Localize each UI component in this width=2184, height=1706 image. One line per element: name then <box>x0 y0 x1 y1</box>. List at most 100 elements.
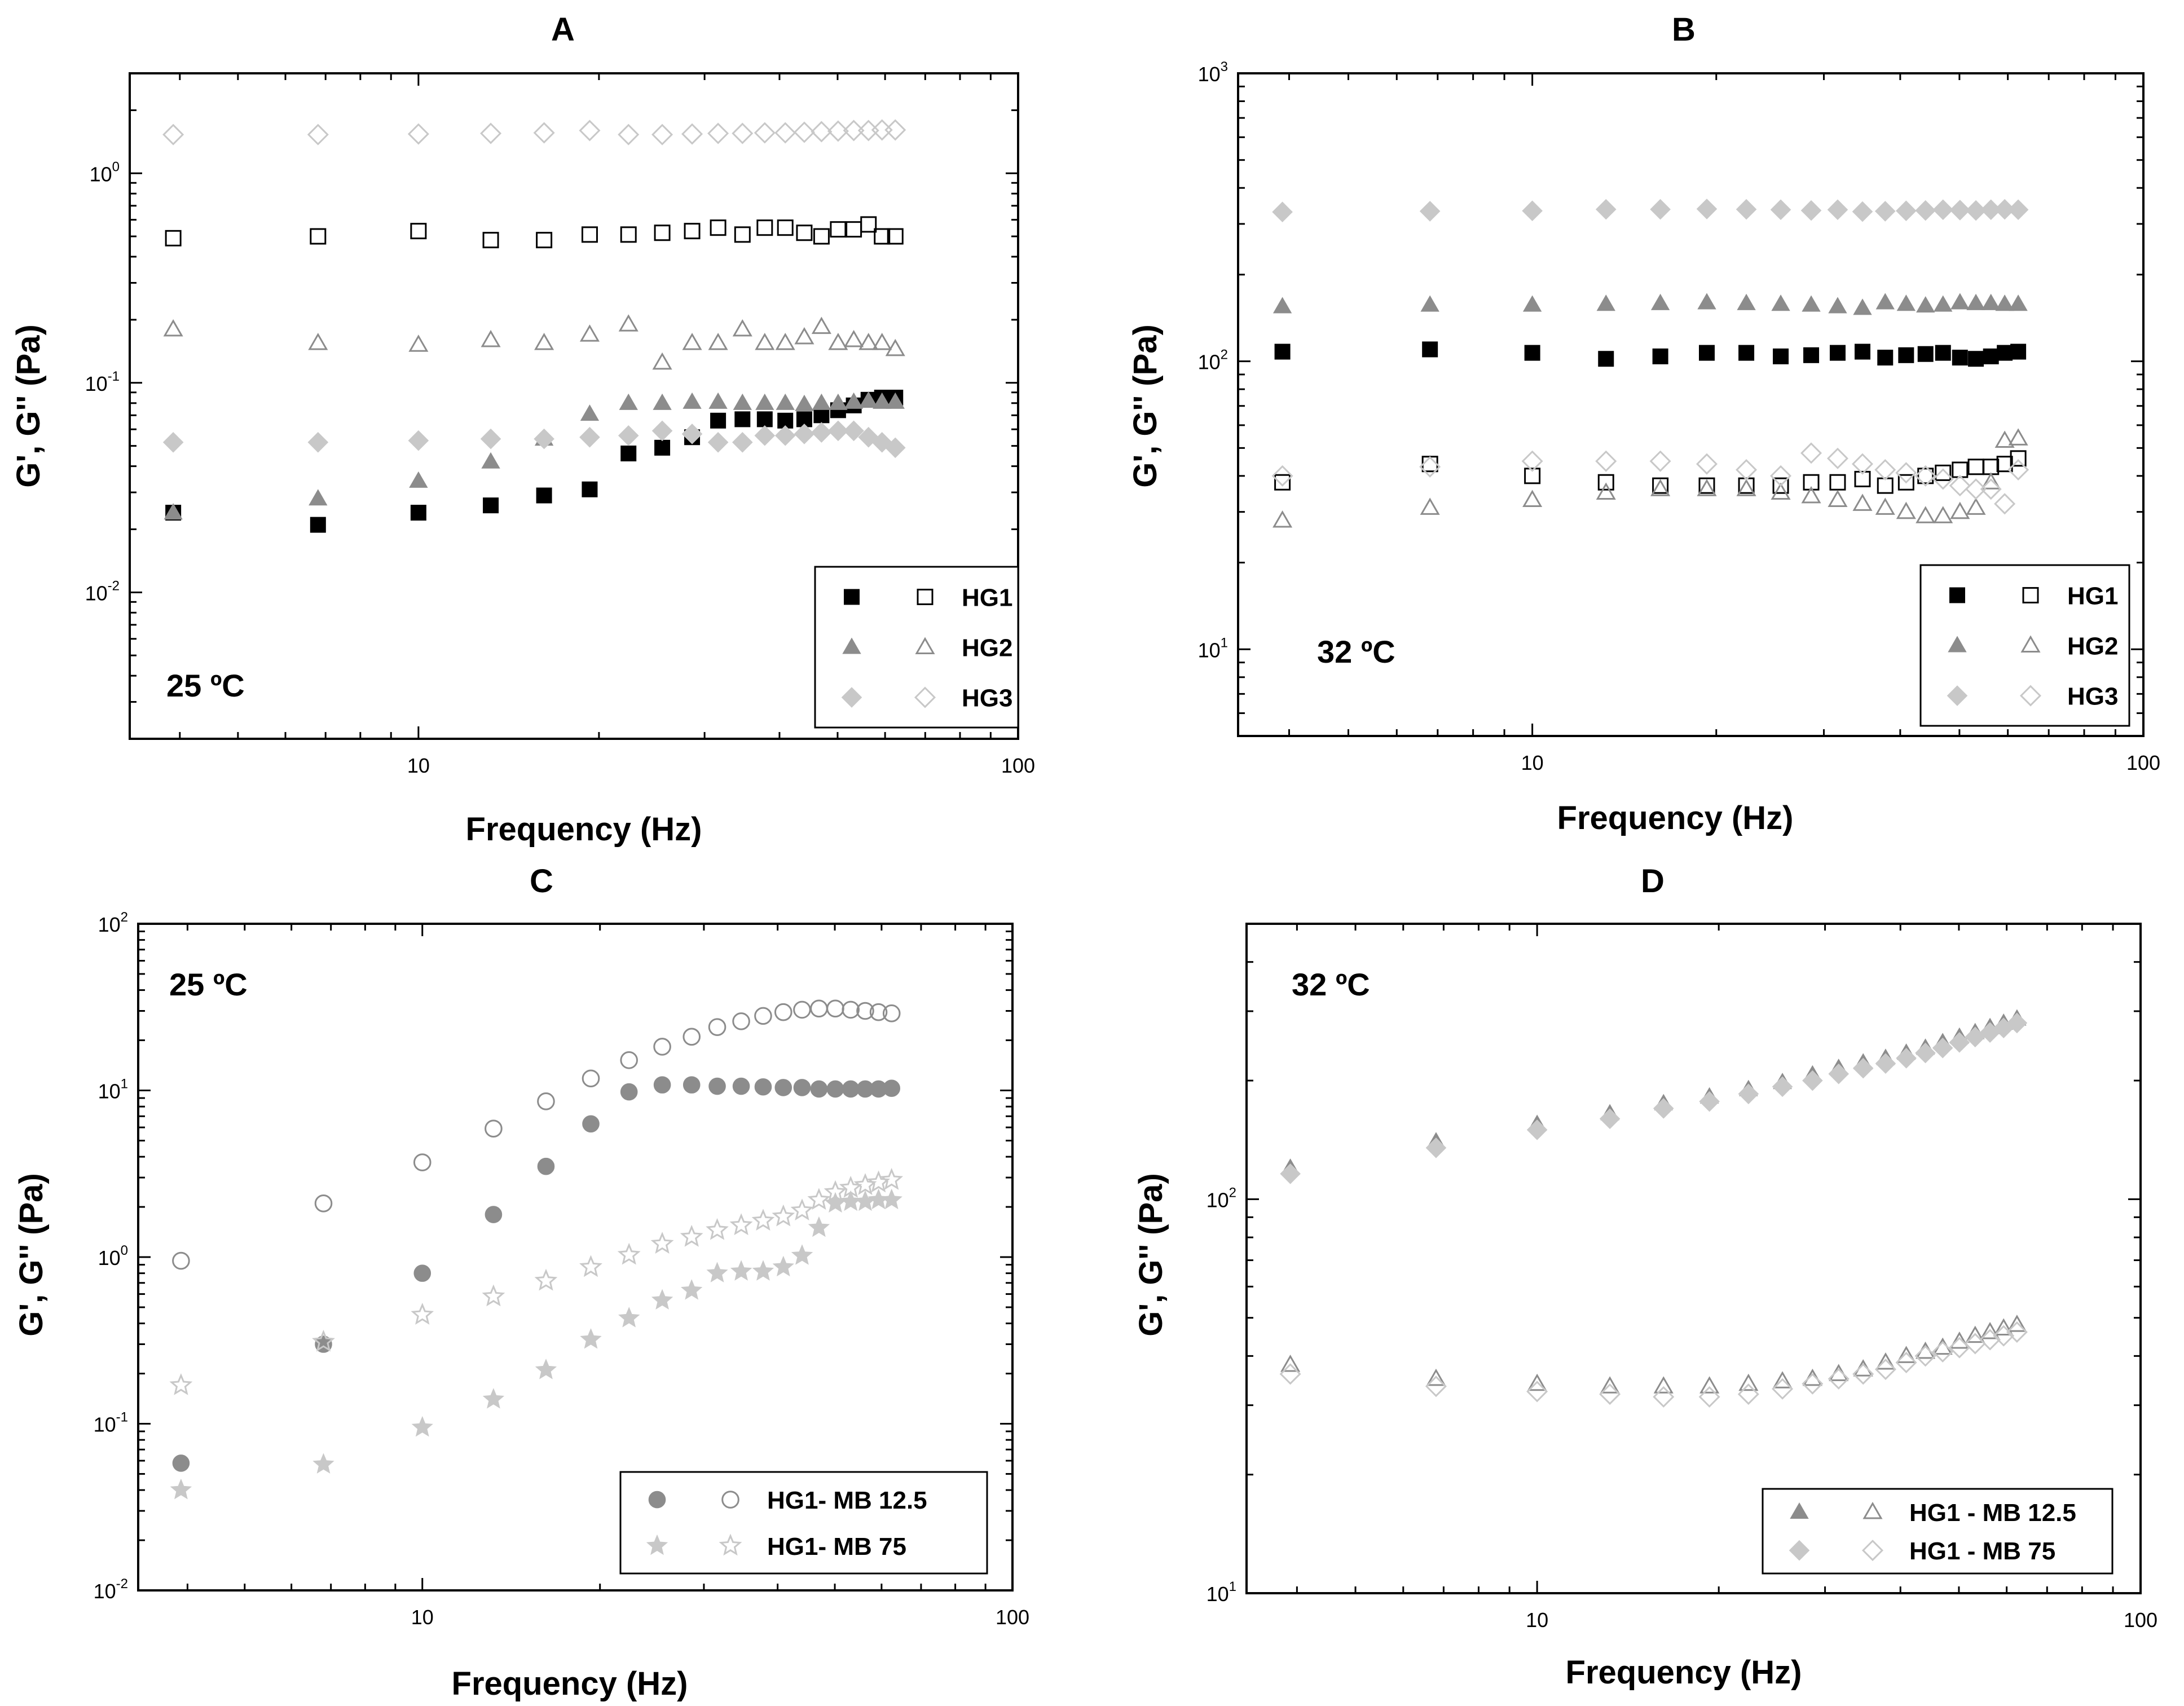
plot-frame <box>1237 72 2145 737</box>
data-point <box>853 1173 877 1195</box>
data-point <box>880 1167 904 1190</box>
data-point <box>1653 1386 1675 1408</box>
legend-marker-open <box>1861 1540 1884 1562</box>
data-point <box>1272 297 1292 314</box>
data-point <box>1895 1351 1917 1373</box>
legend-marker-open <box>914 686 936 708</box>
data-point <box>1773 348 1789 364</box>
data-point <box>682 333 702 350</box>
data-point <box>409 471 428 488</box>
legend-marker-open <box>2022 587 2039 603</box>
x-tick-label: 10 <box>411 1606 434 1629</box>
data-point <box>734 411 751 427</box>
data-point <box>856 1002 874 1020</box>
data-point <box>485 1206 503 1223</box>
data-point <box>1800 442 1822 464</box>
series <box>169 1167 904 1395</box>
panel-d: 10 100 101 102 D Frequency (Hz) G', G'' (Pa) 32… <box>1133 863 2157 1691</box>
data-point <box>729 1213 753 1236</box>
data-point <box>410 223 427 240</box>
data-point <box>1851 453 1874 475</box>
data-point <box>619 393 638 410</box>
data-point <box>1736 479 1756 496</box>
data-point <box>774 122 796 144</box>
data-point <box>681 424 703 444</box>
data-point <box>1422 341 1438 358</box>
legend-marker-filled <box>1789 1540 1810 1561</box>
data-point <box>826 999 844 1018</box>
data-point <box>1950 501 1970 519</box>
data-point <box>826 1080 844 1098</box>
data-point <box>485 1119 503 1138</box>
x-tick-label: 100 <box>1001 754 1035 777</box>
data-point <box>1982 293 2001 310</box>
data-point <box>1896 1047 1917 1069</box>
data-point <box>537 1157 555 1175</box>
data-point <box>1968 351 1984 367</box>
series <box>1271 442 2029 515</box>
data-point <box>882 1004 901 1022</box>
data-point <box>1596 294 1615 311</box>
data-point <box>1696 199 1718 219</box>
data-point <box>842 1000 860 1019</box>
data-point <box>1596 482 1616 500</box>
y-tick-label: 10-1 <box>85 369 120 395</box>
data-point <box>1526 1381 1548 1403</box>
data-point <box>408 430 429 451</box>
data-point <box>1653 1376 1674 1394</box>
data-point <box>1997 345 2013 361</box>
y-axis: 101 102 <box>1207 923 2141 1606</box>
series <box>164 391 905 520</box>
x-axis-title: Frequency (Hz) <box>452 1665 688 1702</box>
data-point <box>844 329 864 347</box>
legend-label: HG1- MB 75 <box>767 1533 906 1560</box>
temperature-label: 25 ºC <box>169 967 248 1002</box>
panel-title: B <box>1672 11 1696 48</box>
data-point <box>1650 293 1670 310</box>
data-point <box>1425 1137 1447 1158</box>
data-point <box>1935 345 1951 361</box>
data-point <box>1949 1331 1970 1349</box>
y-axis: 10-2 10-1 100 <box>85 72 1018 740</box>
data-point <box>754 425 776 446</box>
data-point <box>162 431 184 453</box>
data-point <box>1874 201 1896 222</box>
data-point <box>1802 1070 1823 1091</box>
data-point <box>1897 474 1914 491</box>
data-point <box>1526 1119 1548 1140</box>
data-point <box>1875 1053 1896 1074</box>
data-point <box>413 1153 431 1171</box>
data-point <box>812 393 831 410</box>
data-point <box>1875 293 1895 310</box>
data-point <box>775 333 795 350</box>
data-point <box>1696 453 1718 475</box>
plot-frame <box>129 72 1019 740</box>
series-group <box>1279 1009 2028 1408</box>
data-point <box>1917 346 1934 362</box>
legend-marker-open <box>2020 635 2041 653</box>
y-axis-title: G', G'' (Pa) <box>13 1173 50 1337</box>
data-point <box>1995 294 2014 311</box>
x-tick-label: 100 <box>2126 751 2160 774</box>
legend-label: HG2 <box>2067 633 2118 660</box>
data-point <box>579 426 600 448</box>
legend-marker-filled <box>842 637 861 654</box>
data-point <box>880 1188 902 1210</box>
data-point <box>708 1018 726 1036</box>
data-point <box>827 420 849 442</box>
data-point <box>682 392 702 409</box>
data-point <box>579 120 601 142</box>
series-group <box>162 119 906 533</box>
data-point <box>653 393 672 410</box>
data-point <box>581 226 598 243</box>
data-point <box>483 497 499 514</box>
data-point <box>1801 486 1821 504</box>
data-point <box>1736 199 1757 220</box>
y-axis-title: G', G'' (Pa) <box>10 324 47 488</box>
data-point <box>684 223 701 240</box>
data-point <box>872 333 892 350</box>
data-point <box>1981 472 2001 490</box>
data-point <box>2006 1321 2028 1343</box>
legend-marker-filled <box>1948 636 1967 653</box>
